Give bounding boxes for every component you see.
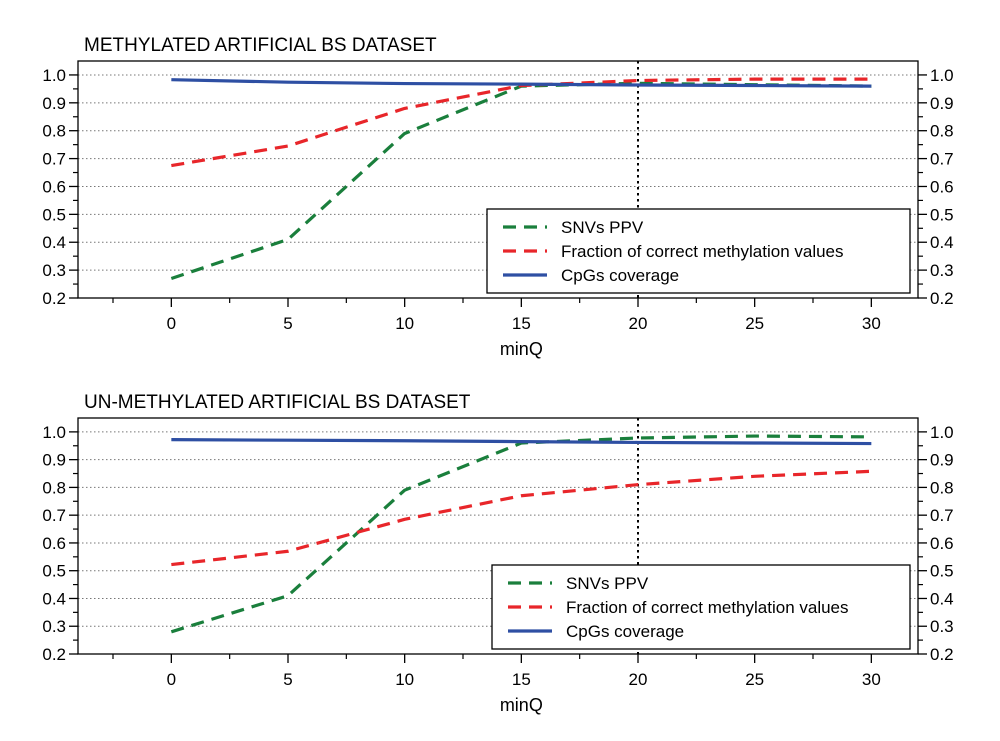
y-tick-label-right: 1.0 — [930, 423, 954, 442]
chart-title: METHYLATED ARTIFICIAL BS DATASET — [84, 35, 437, 56]
y-tick-label-right: 0.2 — [930, 289, 954, 308]
x-tick-label: 5 — [283, 314, 292, 333]
y-tick-label-right: 0.8 — [930, 122, 954, 141]
x-tick-label: 20 — [629, 670, 648, 689]
y-tick-label-right: 0.6 — [930, 534, 954, 553]
x-tick-label: 0 — [167, 314, 176, 333]
x-tick-label: 25 — [745, 670, 764, 689]
y-tick-label-left: 0.6 — [42, 177, 66, 196]
y-tick-label-left: 0.2 — [42, 645, 66, 664]
x-tick-label: 30 — [862, 670, 881, 689]
x-tick-label: 15 — [512, 314, 531, 333]
legend-label-0: SNVs PPV — [561, 218, 644, 237]
legend: SNVs PPV Fraction of correct methylation … — [491, 564, 911, 650]
y-tick-label-right: 0.3 — [930, 617, 954, 636]
y-tick-label-left: 0.3 — [42, 617, 66, 636]
y-tick-label-right: 1.0 — [930, 66, 954, 85]
x-axis-label: minQ — [500, 695, 543, 715]
x-axis-label: minQ — [500, 339, 543, 359]
y-tick-label-left: 0.5 — [42, 205, 66, 224]
y-tick-label-left: 0.5 — [42, 562, 66, 581]
x-tick-label: 10 — [395, 314, 414, 333]
x-tick-label: 5 — [283, 670, 292, 689]
y-tick-label-left: 0.3 — [42, 261, 66, 280]
y-tick-label-right: 0.5 — [930, 562, 954, 581]
y-tick-label-left: 1.0 — [42, 423, 66, 442]
plot-frame — [77, 417, 919, 655]
legend-label-2: CpGs coverage — [561, 266, 679, 285]
series-line-1 — [171, 469, 872, 567]
y-tick-label-right: 0.7 — [930, 150, 954, 169]
series-line-2 — [171, 438, 872, 446]
y-tick-label-left: 1.0 — [42, 66, 66, 85]
y-tick-label-right: 0.3 — [930, 261, 954, 280]
chart-panel-unmethylated: UN-METHYLATED ARTIFICIAL BS DATASET 0 5 10 1… — [42, 392, 953, 715]
y-tick-label-right: 0.7 — [930, 506, 954, 525]
chart-title: UN-METHYLATED ARTIFICIAL BS DATASET — [84, 392, 471, 413]
y-tick-label-left: 0.8 — [42, 122, 66, 141]
y-tick-label-left: 0.7 — [42, 506, 66, 525]
y-tick-label-left: 0.9 — [42, 451, 66, 470]
plot-frame — [77, 60, 919, 299]
y-tick-label-left: 0.6 — [42, 534, 66, 553]
x-tick-label: 0 — [167, 670, 176, 689]
x-tick-label: 25 — [745, 314, 764, 333]
y-tick-label-left: 0.4 — [42, 589, 66, 608]
y-tick-label-right: 0.9 — [930, 94, 954, 113]
legend-label-1: Fraction of correct methylation values — [566, 598, 849, 617]
y-tick-label-right: 0.5 — [930, 205, 954, 224]
y-tick-label-right: 0.9 — [930, 451, 954, 470]
legend-label-2: CpGs coverage — [566, 622, 684, 641]
series-line-2 — [171, 78, 872, 88]
series-line-1 — [171, 77, 872, 168]
x-tick-label: 15 — [512, 670, 531, 689]
y-tick-label-right: 0.4 — [930, 233, 954, 252]
x-tick-label: 20 — [629, 314, 648, 333]
x-tick-label: 10 — [395, 670, 414, 689]
y-tick-label-left: 0.7 — [42, 150, 66, 169]
x-tick-label: 30 — [862, 314, 881, 333]
y-tick-label-left: 0.8 — [42, 478, 66, 497]
y-tick-label-right: 0.4 — [930, 589, 954, 608]
y-tick-label-left: 0.4 — [42, 233, 66, 252]
legend: SNVs PPV Fraction of correct methylation … — [486, 208, 911, 294]
legend-box — [486, 208, 911, 294]
y-tick-label-right: 0.2 — [930, 645, 954, 664]
y-tick-label-left: 0.2 — [42, 289, 66, 308]
y-tick-label-right: 0.6 — [930, 177, 954, 196]
y-tick-label-left: 0.9 — [42, 94, 66, 113]
legend-label-0: SNVs PPV — [566, 574, 649, 593]
legend-label-1: Fraction of correct methylation values — [561, 242, 844, 261]
y-tick-label-right: 0.8 — [930, 478, 954, 497]
legend-box — [491, 564, 911, 650]
chart-panel-methylated: METHYLATED ARTIFICIAL BS DATASET 0 5 10 15 20… — [42, 35, 953, 359]
